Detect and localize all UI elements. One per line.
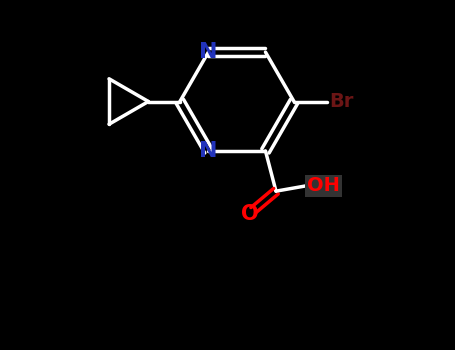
Text: Br: Br xyxy=(329,92,354,111)
Text: N: N xyxy=(199,42,217,62)
Text: N: N xyxy=(199,141,217,161)
Text: O: O xyxy=(241,204,258,224)
Text: OH: OH xyxy=(307,176,340,196)
